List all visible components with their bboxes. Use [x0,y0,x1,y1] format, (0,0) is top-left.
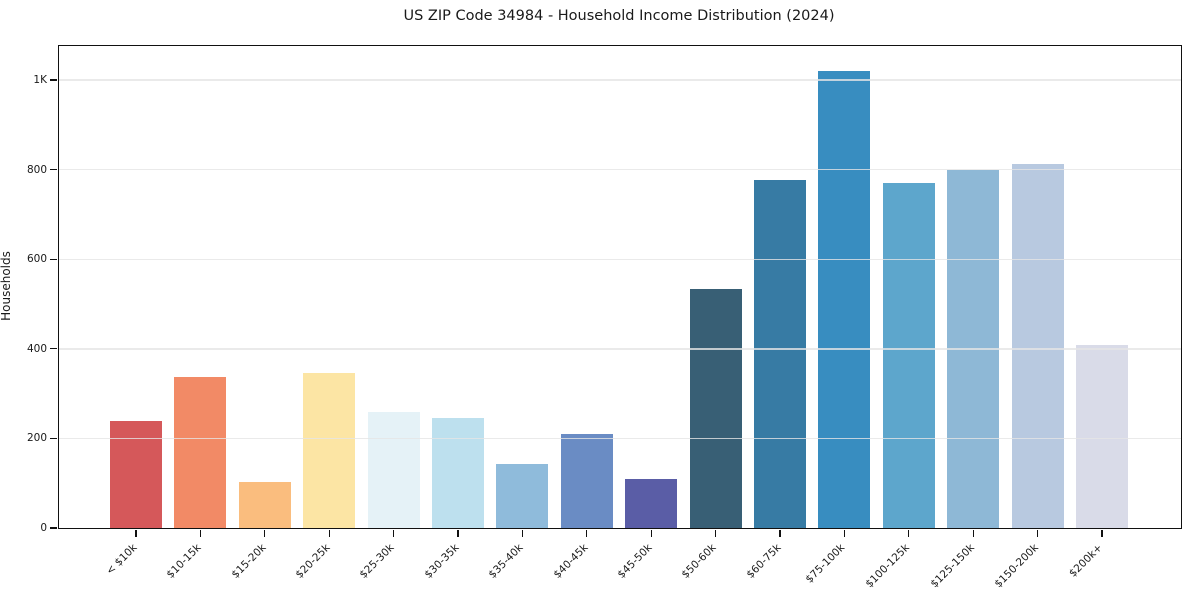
bar-$10-15k [174,376,227,528]
x-tick-label: $60-75k [744,541,784,581]
y-tick-label: 0 [40,522,47,534]
x-tick-mark [650,529,652,537]
x-tick-label: $25-30k [357,541,397,581]
y-tick-mark [50,79,58,81]
y-tick-label: 600 [26,253,47,266]
x-tick-mark [843,529,846,537]
x-tick-mark [328,529,330,537]
x-tick-label: $30-35k [422,541,462,581]
x-tick-label: < $10k [103,541,140,578]
bar-$25-30k [367,411,420,528]
bar-$30-35k [432,418,484,528]
bar-$40-45k [560,434,613,528]
x-tick-mark [779,529,781,537]
bar-$60-75k [754,180,806,528]
y-tick-label: 400 [26,342,47,355]
x-tick-label: $35-40k [486,541,526,581]
x-tick-mark [908,529,910,537]
chart-title: US ZIP Code 34984 - Household Income Dis… [403,8,835,24]
bar-$75-100k [818,71,871,528]
bar-$15-20k [238,481,291,528]
bar-< $10k [110,420,162,528]
gridline [59,348,1181,350]
bar-$50-60k [689,289,742,528]
x-tick-mark [1036,529,1039,537]
x-tick-mark [392,529,395,537]
x-tick-label: $100-125k [863,541,913,590]
x-tick-mark [264,529,266,537]
x-tick-mark [586,529,588,537]
x-tick-label: $150-200k [992,541,1041,590]
x-tick-label: $10-15k [164,541,204,581]
y-tick-label: 1K [33,74,47,87]
y-tick-mark [50,437,58,440]
y-tick-mark [50,258,58,260]
y-tick-mark [50,168,58,171]
x-tick-label: $45-50k [615,541,655,581]
gridline [59,437,1181,440]
gridline [59,168,1181,171]
bar-$200k+ [1076,344,1128,528]
gridline [59,79,1181,81]
x-tick-label: $125-150k [927,541,977,590]
x-tick-mark [135,529,137,537]
gridline [59,258,1181,260]
bar-$35-40k [496,463,549,528]
x-tick-label: $40-45k [550,541,591,581]
y-tick-mark [50,348,58,350]
x-tick-label: $200k+ [1067,541,1106,580]
x-tick-mark [199,529,202,537]
x-tick-mark [521,529,524,537]
y-tick-mark [50,527,58,529]
x-tick-mark [1101,529,1103,537]
x-tick-mark [714,529,717,537]
x-tick-label: $50-60k [679,541,719,581]
bar-$150-200k [1011,163,1064,528]
y-tick-label: 800 [26,163,47,176]
x-tick-label: $75-100k [803,541,848,586]
x-tick-label: $15-20k [228,541,269,581]
bar-$20-25k [303,372,356,528]
y-axis-label: Households [0,251,13,321]
x-tick-mark [972,529,974,537]
x-tick-mark [457,529,459,537]
bar-$100-125k [882,183,935,528]
x-tick-label: $20-25k [293,541,333,581]
y-tick-label: 200 [26,432,47,445]
plot-area: 0 200 400 600 800 1K < $10k $10-15k $15-20k $20-2… [27,45,1182,590]
bar-$45-50k [625,478,678,528]
